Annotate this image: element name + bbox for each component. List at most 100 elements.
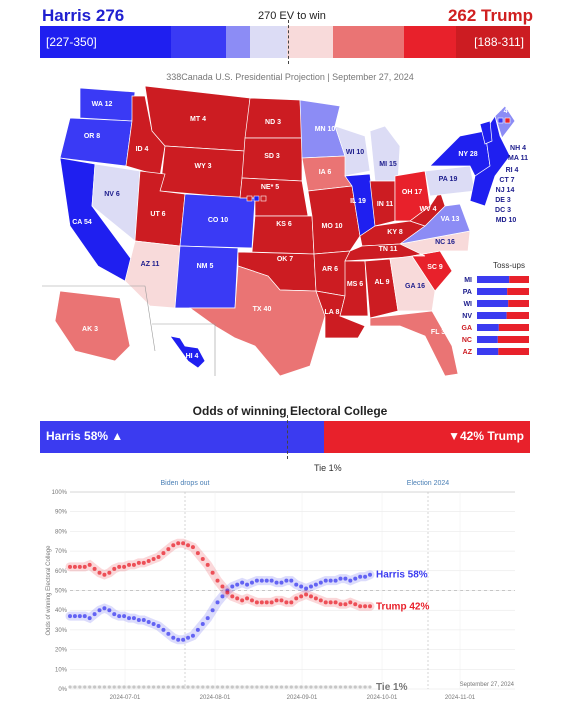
y-tick-label: 50% [55, 589, 68, 595]
data-point [127, 685, 131, 689]
state-FL[interactable] [369, 310, 459, 377]
data-point [205, 616, 210, 621]
state-label-TX: TX 40 [253, 306, 272, 313]
state-AR[interactable] [313, 250, 351, 297]
state-label-OK: OK 7 [277, 256, 293, 263]
data-point [190, 545, 195, 550]
state-label-OR: OR 8 [84, 133, 100, 140]
tossup-trump-bar [508, 300, 529, 307]
state-AZ[interactable] [124, 240, 181, 309]
y-tick-label: 60% [55, 569, 68, 575]
data-point [220, 594, 225, 599]
data-point [289, 578, 294, 583]
state-AK[interactable] [54, 290, 131, 362]
data-point [181, 685, 185, 689]
data-point [260, 685, 264, 689]
data-point [284, 600, 289, 605]
ev-segment [456, 26, 530, 58]
data-point [112, 566, 117, 571]
state-label-AL: AL 9 [374, 279, 389, 286]
state-OR[interactable] [59, 117, 133, 167]
state-label-VA: VA 13 [441, 216, 460, 223]
state-WI[interactable] [334, 125, 371, 177]
data-point [368, 572, 372, 577]
data-point [215, 685, 220, 689]
data-point [127, 562, 132, 567]
tossups-title: Toss-ups [493, 261, 525, 270]
state-WV[interactable] [409, 190, 446, 227]
data-point [82, 614, 87, 619]
tossup-state-label: PA [463, 289, 472, 296]
state-VT[interactable] [479, 120, 493, 145]
data-point [142, 685, 146, 689]
ne-district-box [246, 195, 253, 202]
data-point [245, 582, 250, 587]
data-point [254, 578, 259, 583]
state-MI[interactable] [369, 125, 401, 182]
data-point [117, 614, 122, 619]
ev-segment [40, 26, 171, 58]
state-NE-states[interactable] [469, 115, 511, 207]
data-point [304, 592, 309, 597]
state-ND[interactable] [244, 97, 303, 139]
ne-state-label: NJ 14 [496, 187, 515, 194]
state-label-PA: PA 19 [439, 176, 458, 183]
data-point [161, 627, 166, 632]
data-point [358, 574, 363, 579]
data-point [245, 596, 250, 601]
tossup-harris-bar [477, 288, 508, 295]
hawaii-frame [152, 323, 216, 376]
data-point [225, 590, 230, 595]
data-point [284, 578, 289, 583]
harris-ev-total: Harris 276 [42, 6, 125, 25]
tie-odds-label: Tie 1% [314, 463, 342, 473]
state-label-SC: SC 9 [427, 264, 443, 271]
y-tick-label: 30% [55, 628, 68, 634]
state-label-TN: TN 11 [379, 246, 398, 253]
data-point [97, 608, 102, 613]
y-tick-label: 90% [55, 510, 68, 516]
state-WY[interactable] [159, 145, 246, 199]
data-point [122, 564, 127, 569]
harris-odds-label: Harris 58% ▲ [46, 429, 124, 443]
state-TX[interactable] [188, 265, 326, 377]
data-point [225, 685, 229, 689]
data-point [152, 685, 156, 689]
tossup-harris-bar [477, 276, 510, 283]
data-point [289, 600, 294, 605]
data-point [338, 602, 343, 607]
data-point [97, 570, 102, 575]
y-tick-label: 20% [55, 648, 68, 654]
data-point [328, 600, 333, 605]
data-point [348, 685, 352, 689]
state-MS[interactable] [339, 260, 369, 317]
data-point [240, 685, 244, 689]
trump-odds-fill [324, 421, 530, 453]
data-point [343, 576, 348, 581]
data-point [166, 685, 170, 689]
state-label-HI: HI 4 [186, 353, 199, 360]
data-point [72, 564, 77, 569]
data-point [289, 685, 293, 689]
state-GA[interactable] [389, 255, 436, 312]
data-point [72, 614, 77, 619]
data-point [353, 576, 358, 581]
data-point [137, 685, 141, 689]
projection-subtitle: 338Canada U.S. Presidential Projection |… [166, 72, 414, 82]
state-HI[interactable] [169, 335, 206, 369]
data-point [77, 614, 82, 619]
tossups-panel: Toss-ups MI PA WI NV GA NC AZ [462, 261, 529, 356]
ne-district-box [260, 195, 267, 202]
data-point [329, 685, 333, 689]
y-axis-label: Odds of winning Electoral College [46, 545, 52, 636]
state-label-MS: MS 6 [347, 281, 363, 288]
x-tick-label: 2024-10-01 [367, 695, 398, 701]
state-MO[interactable] [307, 185, 361, 255]
state-NM[interactable] [174, 245, 239, 309]
data-point [166, 547, 171, 552]
state-label-NM: NM 5 [197, 263, 214, 270]
data-point [195, 551, 200, 556]
data-point [112, 685, 116, 689]
data-point [309, 685, 313, 689]
state-ID[interactable] [125, 95, 166, 177]
